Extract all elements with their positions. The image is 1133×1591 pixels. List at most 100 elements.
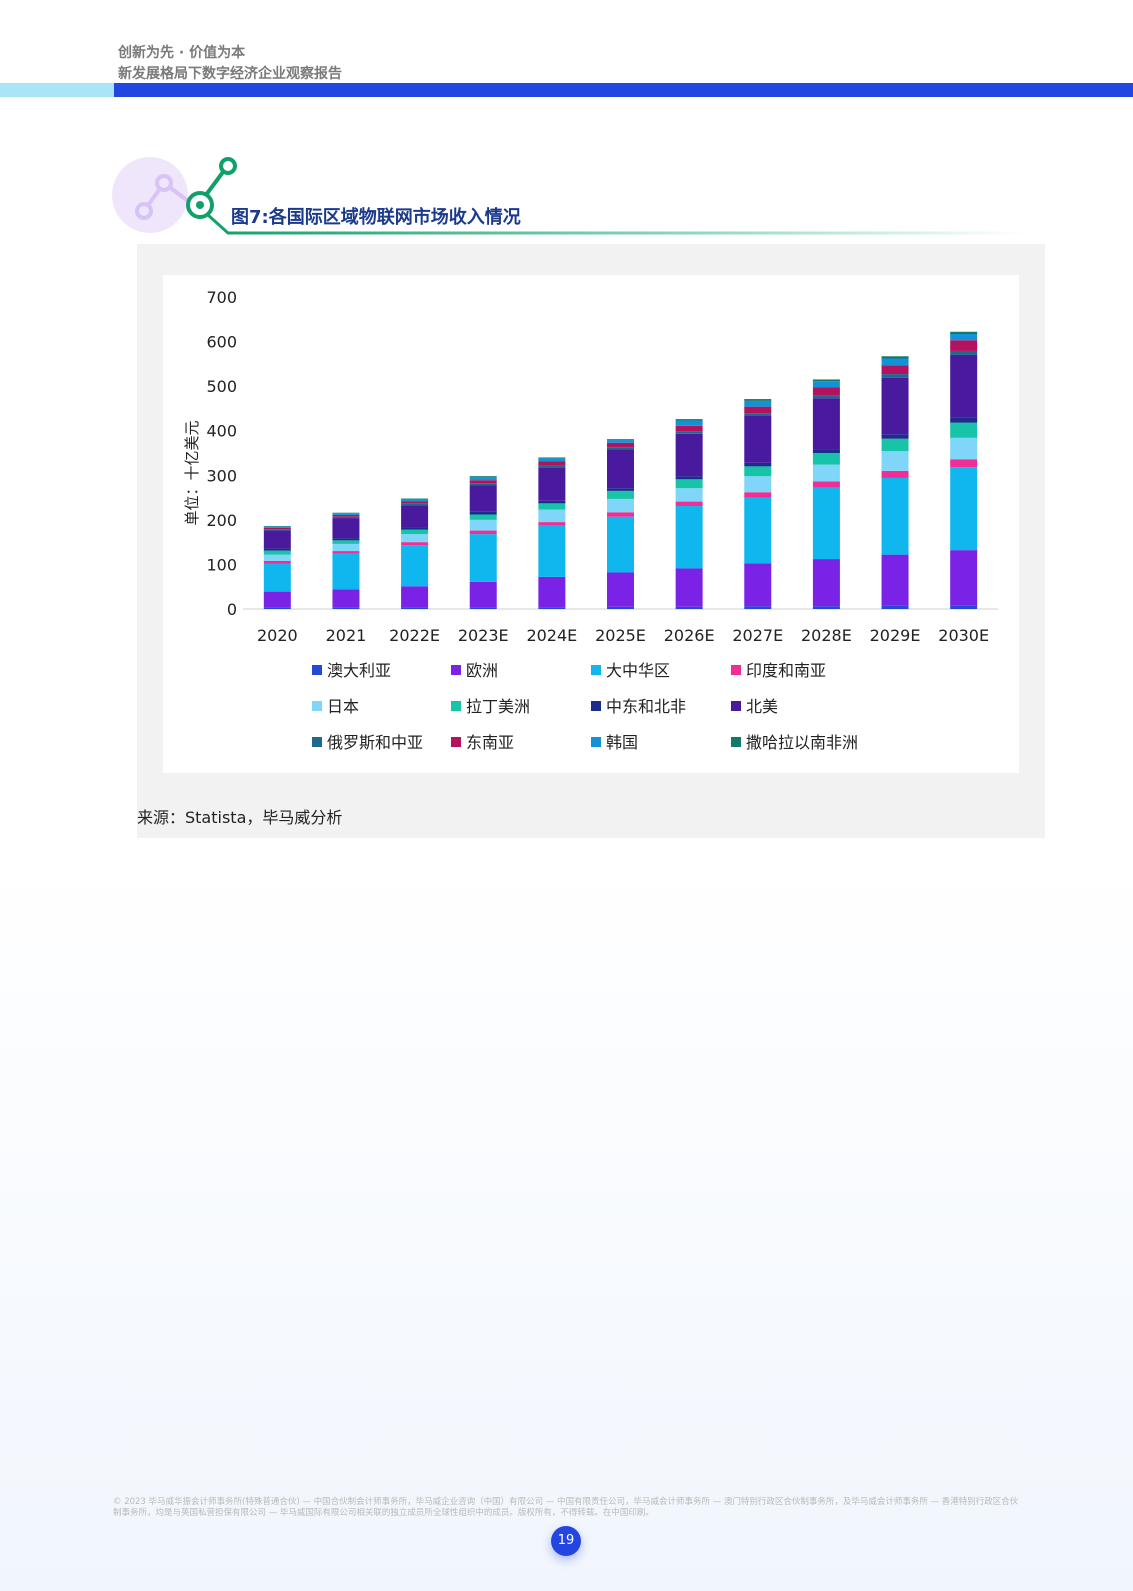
bar-segment (263, 607, 291, 609)
bar-segment (469, 607, 497, 609)
legend-swatch (591, 701, 601, 711)
bar-segment (812, 464, 840, 482)
chart-area: 0 100 200 300 400 500 600 700 单位：十亿美元 2020 2021 202… (163, 275, 1019, 773)
bar-segment (332, 543, 360, 552)
legend-swatch (312, 665, 322, 675)
bar-segment (675, 506, 703, 569)
bar-segment (332, 513, 360, 515)
bar-segment (401, 527, 429, 530)
y-tick-label: 400 (206, 422, 237, 441)
bar-segment (675, 568, 703, 607)
bar-segment (401, 503, 429, 506)
bar-segment (675, 419, 703, 421)
legend-label: 印度和南亚 (746, 661, 826, 680)
bar-segment (401, 542, 429, 546)
bar-segment (332, 514, 360, 517)
bar-segment (538, 465, 566, 468)
bar-segment (744, 462, 772, 467)
bar-segment (469, 534, 497, 582)
bar-segment (607, 442, 634, 448)
bar-segment (469, 476, 497, 478)
legend-label: 欧洲 (466, 661, 498, 680)
bar-segment (332, 516, 360, 519)
legend-swatch (451, 665, 461, 675)
bar-segment (332, 518, 360, 539)
bar-segment (401, 529, 429, 535)
bar-segment (881, 554, 909, 606)
bar-segment (950, 467, 978, 551)
legend-label: 俄罗斯和中亚 (327, 733, 423, 752)
figure-source: 来源：Statista，毕马威分析 (137, 808, 343, 827)
legend-label: 东南亚 (466, 733, 514, 752)
figure-title: 图7:各国际区域物联网市场收入情况 (231, 207, 521, 228)
y-tick-label: 700 (206, 288, 237, 307)
bar-segment (538, 461, 566, 466)
bar-segment (263, 527, 291, 530)
bar-segment (744, 406, 772, 414)
bar-segment (607, 512, 634, 517)
bar-segment (263, 548, 291, 551)
bar-segment (744, 497, 772, 564)
x-tick-label: 2024E (526, 626, 577, 645)
bar-segment (607, 449, 634, 489)
report-title: 新发展格局下数字经济企业观察报告 (118, 66, 342, 82)
y-tick-label: 0 (227, 600, 237, 619)
decor-node-top (219, 157, 237, 175)
x-tick-label: 2029E (870, 626, 921, 645)
bar-segment (881, 356, 909, 359)
bar-segment (401, 501, 429, 504)
bar-segment (744, 476, 772, 493)
bar-segment (607, 516, 634, 573)
bar-segment (950, 333, 978, 341)
bar-segment (812, 379, 840, 382)
bar-segment (607, 498, 634, 513)
bar-segment (675, 501, 703, 507)
bar-segment (675, 488, 703, 502)
bar-segment (538, 509, 566, 523)
legend-label: 大中华区 (606, 661, 670, 680)
legend-swatch (451, 737, 461, 747)
bar-segment (332, 540, 360, 544)
header-dark-bar (114, 83, 1133, 97)
bar-segment (332, 538, 360, 541)
bar-segment (744, 492, 772, 498)
bar-segment (538, 457, 566, 459)
bar-segment (881, 434, 909, 439)
y-tick-label: 500 (206, 377, 237, 396)
bar-segment (263, 591, 291, 608)
bar-segment (812, 398, 840, 450)
bar-segment (675, 606, 703, 609)
bar-segment (881, 470, 909, 478)
bar-segment (950, 459, 978, 468)
bar-segment (881, 438, 909, 452)
bar-segment (401, 586, 429, 608)
bar-segment (812, 381, 840, 388)
decor-bubble (112, 157, 188, 233)
title-decoration (112, 157, 1028, 235)
bar-segment (812, 395, 840, 399)
legend-swatch (591, 737, 601, 747)
bar-segment (263, 550, 291, 555)
bar-segment (469, 511, 497, 515)
bar-segment (881, 374, 909, 378)
legend-swatch (312, 737, 322, 747)
y-tick-label: 600 (206, 333, 237, 352)
legend-label: 北美 (746, 697, 778, 716)
bar-segment (538, 467, 566, 501)
bar-segment (881, 477, 909, 555)
bar-segment (950, 417, 978, 423)
legend-swatch (591, 665, 601, 675)
bar-segment (538, 576, 566, 608)
bar-segment (744, 466, 772, 477)
bar-segment (332, 551, 360, 554)
bar-segment (950, 331, 978, 334)
legend-label: 日本 (327, 697, 359, 716)
bar-segment (332, 607, 360, 609)
bar-segment (607, 490, 634, 499)
bar-segment (538, 522, 566, 526)
page-number: 19 (551, 1526, 581, 1556)
bar-segment (812, 387, 840, 396)
bar-segment (675, 433, 703, 477)
bar-segment (607, 488, 634, 491)
bar-segment (263, 529, 291, 531)
